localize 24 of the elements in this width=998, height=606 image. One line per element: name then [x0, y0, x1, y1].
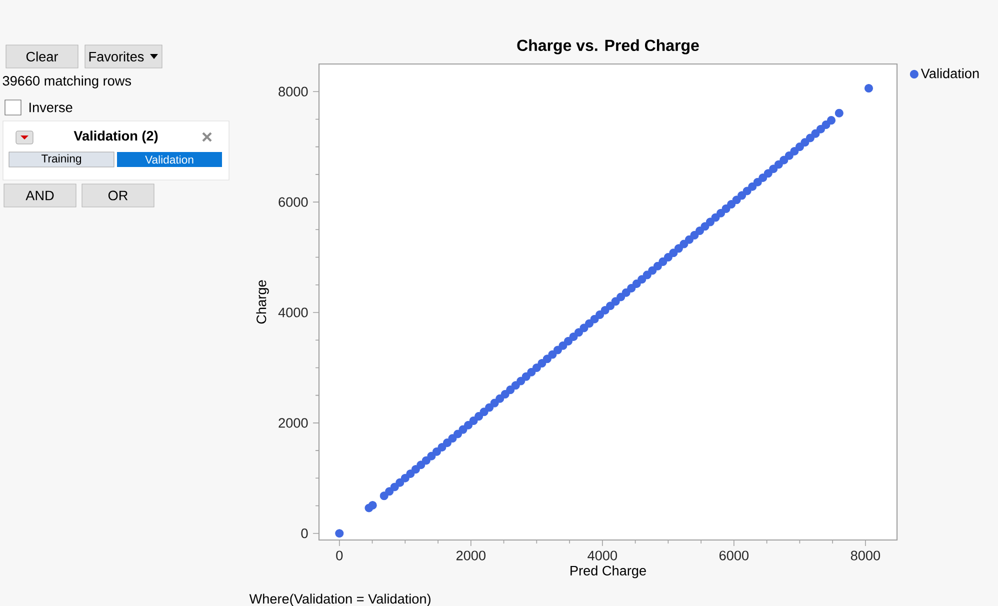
x-tick-label: 8000 [850, 550, 880, 560]
x-tick-label: 6000 [720, 550, 749, 560]
y-axis-title: Charge [256, 280, 269, 324]
text: Validation (2) [74, 130, 158, 144]
y-tick-label: 8000 [278, 86, 308, 96]
text: Validation [145, 155, 194, 164]
text: Favorites [89, 51, 144, 62]
x-tick-label: 2000 [456, 550, 486, 560]
legend-label: Validation [920, 68, 979, 78]
chart-title: Charge vs. Pred Charge [517, 39, 699, 54]
y-tick-label: 2000 [278, 418, 308, 428]
text: AND [26, 190, 54, 200]
text: Clear [26, 51, 58, 62]
y-tick-label: 6000 [278, 197, 308, 207]
text: Inverse [30, 102, 72, 112]
text: 39660 matching rows [2, 75, 132, 88]
y-tick-label: 4000 [278, 308, 308, 318]
text: OR [108, 190, 128, 200]
x-axis-title: Pred Charge [570, 565, 646, 578]
y-tick-label: 0 [301, 528, 308, 538]
x-tick-label: 4000 [588, 550, 618, 560]
text: Training [41, 154, 82, 165]
text: Where(Validation = Validation) [249, 594, 430, 606]
x-tick-label: 0 [336, 550, 343, 560]
